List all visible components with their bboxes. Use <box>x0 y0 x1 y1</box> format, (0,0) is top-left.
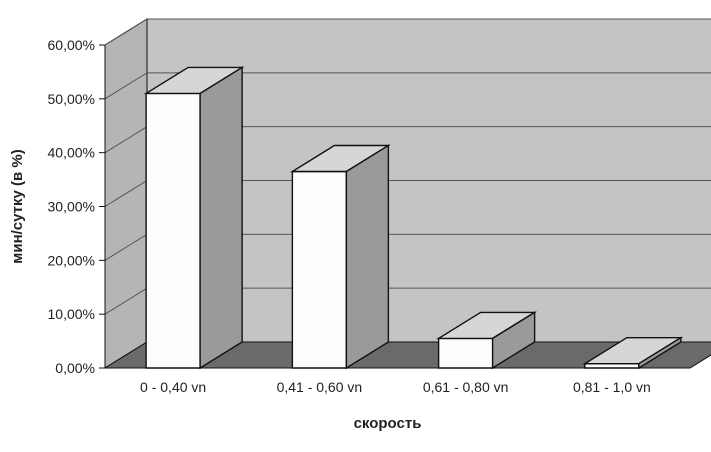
bar <box>582 336 684 370</box>
bar-front <box>291 170 348 369</box>
y-tick-label: 30,00% <box>48 199 95 215</box>
gridline <box>104 72 711 100</box>
y-tick-label: 20,00% <box>48 252 95 268</box>
y-tick-label: 0,00% <box>55 360 95 376</box>
y-tick-label: 10,00% <box>48 306 95 322</box>
bar-side <box>345 144 390 370</box>
y-axis-label: мин/сутку (в %) <box>9 149 26 264</box>
bar-side <box>491 311 536 370</box>
y-tick-label: 40,00% <box>48 145 95 161</box>
bar-side <box>199 66 243 370</box>
y-tick-label: 50,00% <box>48 91 95 107</box>
floor <box>103 341 711 369</box>
bar-front <box>145 92 201 369</box>
x-tick-label: 0,81 - 1,0 vn <box>573 379 651 395</box>
bar-front <box>437 337 494 369</box>
gridline <box>104 18 711 46</box>
bar <box>289 144 391 370</box>
x-tick-label: 0 - 0,40 vn <box>140 379 206 395</box>
x-tick-label: 0,61 - 0,80 vn <box>423 379 509 395</box>
x-tick-label: 0,41 - 0,60 vn <box>277 379 363 395</box>
y-tick-label: 60,00% <box>48 37 95 53</box>
bar-side <box>638 336 682 370</box>
bar <box>436 311 538 370</box>
x-axis-label: скорость <box>354 415 422 432</box>
bar <box>143 66 245 370</box>
